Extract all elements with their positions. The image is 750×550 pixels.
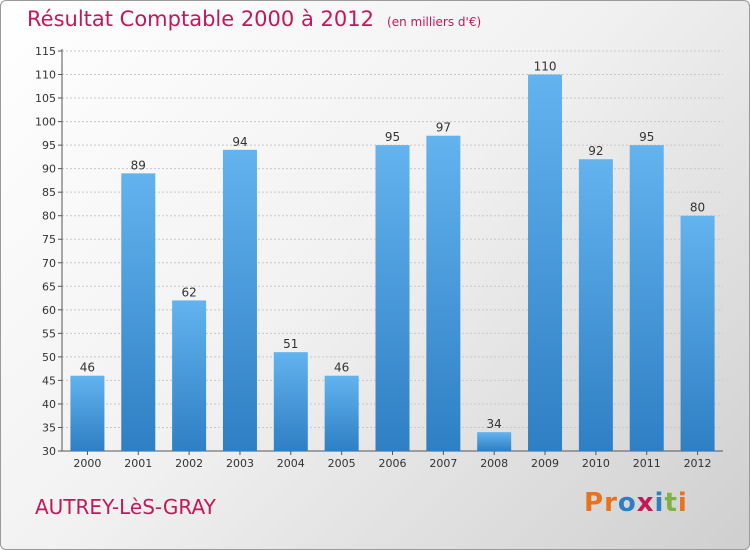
bar [172,300,207,451]
y-tick-label: 50 [42,351,56,364]
data-label: 80 [690,201,705,215]
logo-letter: r [604,488,618,518]
bar [324,375,359,451]
y-tick-label: 30 [42,445,56,458]
logo-letter: t [664,488,678,518]
bar [273,352,308,451]
data-label: 110 [534,60,557,74]
bar [477,432,512,451]
bar [121,173,156,451]
y-tick-label: 70 [42,257,56,270]
y-tick-label: 85 [42,186,56,199]
data-label: 46 [334,361,349,375]
proxiti-logo: Proxiti [584,488,688,518]
logo-letter: P [584,488,605,518]
logo-letter: i [677,488,688,518]
data-label: 89 [131,158,146,172]
x-tick-label: 2006 [379,457,407,470]
x-tick-label: 2002 [175,457,203,470]
chart-title: Résultat Comptable 2000 à 2012 [27,7,374,31]
data-label: 92 [588,144,603,158]
title-block: Résultat Comptable 2000 à 2012 (en milli… [27,7,481,31]
y-tick-label: 105 [35,92,56,105]
x-tick-label: 2000 [73,457,101,470]
bar [70,375,105,451]
x-tick-label: 2001 [124,457,152,470]
x-tick-label: 2007 [429,457,457,470]
y-tick-label: 115 [35,45,56,58]
x-tick-label: 2010 [582,457,610,470]
logo-letter: o [617,488,637,518]
y-tick-label: 100 [35,116,56,129]
logo-letter: i [654,488,665,518]
x-tick-label: 2008 [480,457,508,470]
commune-name: AUTREY-LèS-GRAY [35,495,216,519]
y-tick-label: 75 [42,233,56,246]
data-label: 51 [283,337,298,351]
bar [222,149,257,451]
bar [375,145,410,451]
logo-letter: x [636,488,655,518]
data-label: 97 [436,121,451,135]
data-label: 34 [487,417,502,431]
bar [528,74,563,451]
y-tick-label: 55 [42,327,56,340]
data-label: 94 [232,135,247,149]
bar [680,215,715,451]
x-tick-label: 2005 [328,457,356,470]
y-tick-label: 40 [42,398,56,411]
bar [578,159,613,451]
y-tick-label: 95 [42,139,56,152]
y-tick-label: 110 [35,69,56,82]
x-tick-label: 2012 [684,457,712,470]
bar [426,135,461,452]
data-label: 95 [385,130,400,144]
y-tick-label: 65 [42,280,56,293]
y-tick-label: 45 [42,374,56,387]
chart-unit: (en milliers d'€) [387,15,482,29]
data-label: 62 [181,285,196,299]
y-tick-label: 90 [42,163,56,176]
x-tick-label: 2004 [277,457,305,470]
data-label: 46 [80,361,95,375]
y-tick-label: 60 [42,304,56,317]
y-tick-label: 35 [42,421,56,434]
x-tick-label: 2009 [531,457,559,470]
x-tick-label: 2011 [633,457,661,470]
y-tick-label: 80 [42,210,56,223]
bar [629,145,664,451]
data-label: 95 [639,130,654,144]
x-tick-label: 2003 [226,457,254,470]
